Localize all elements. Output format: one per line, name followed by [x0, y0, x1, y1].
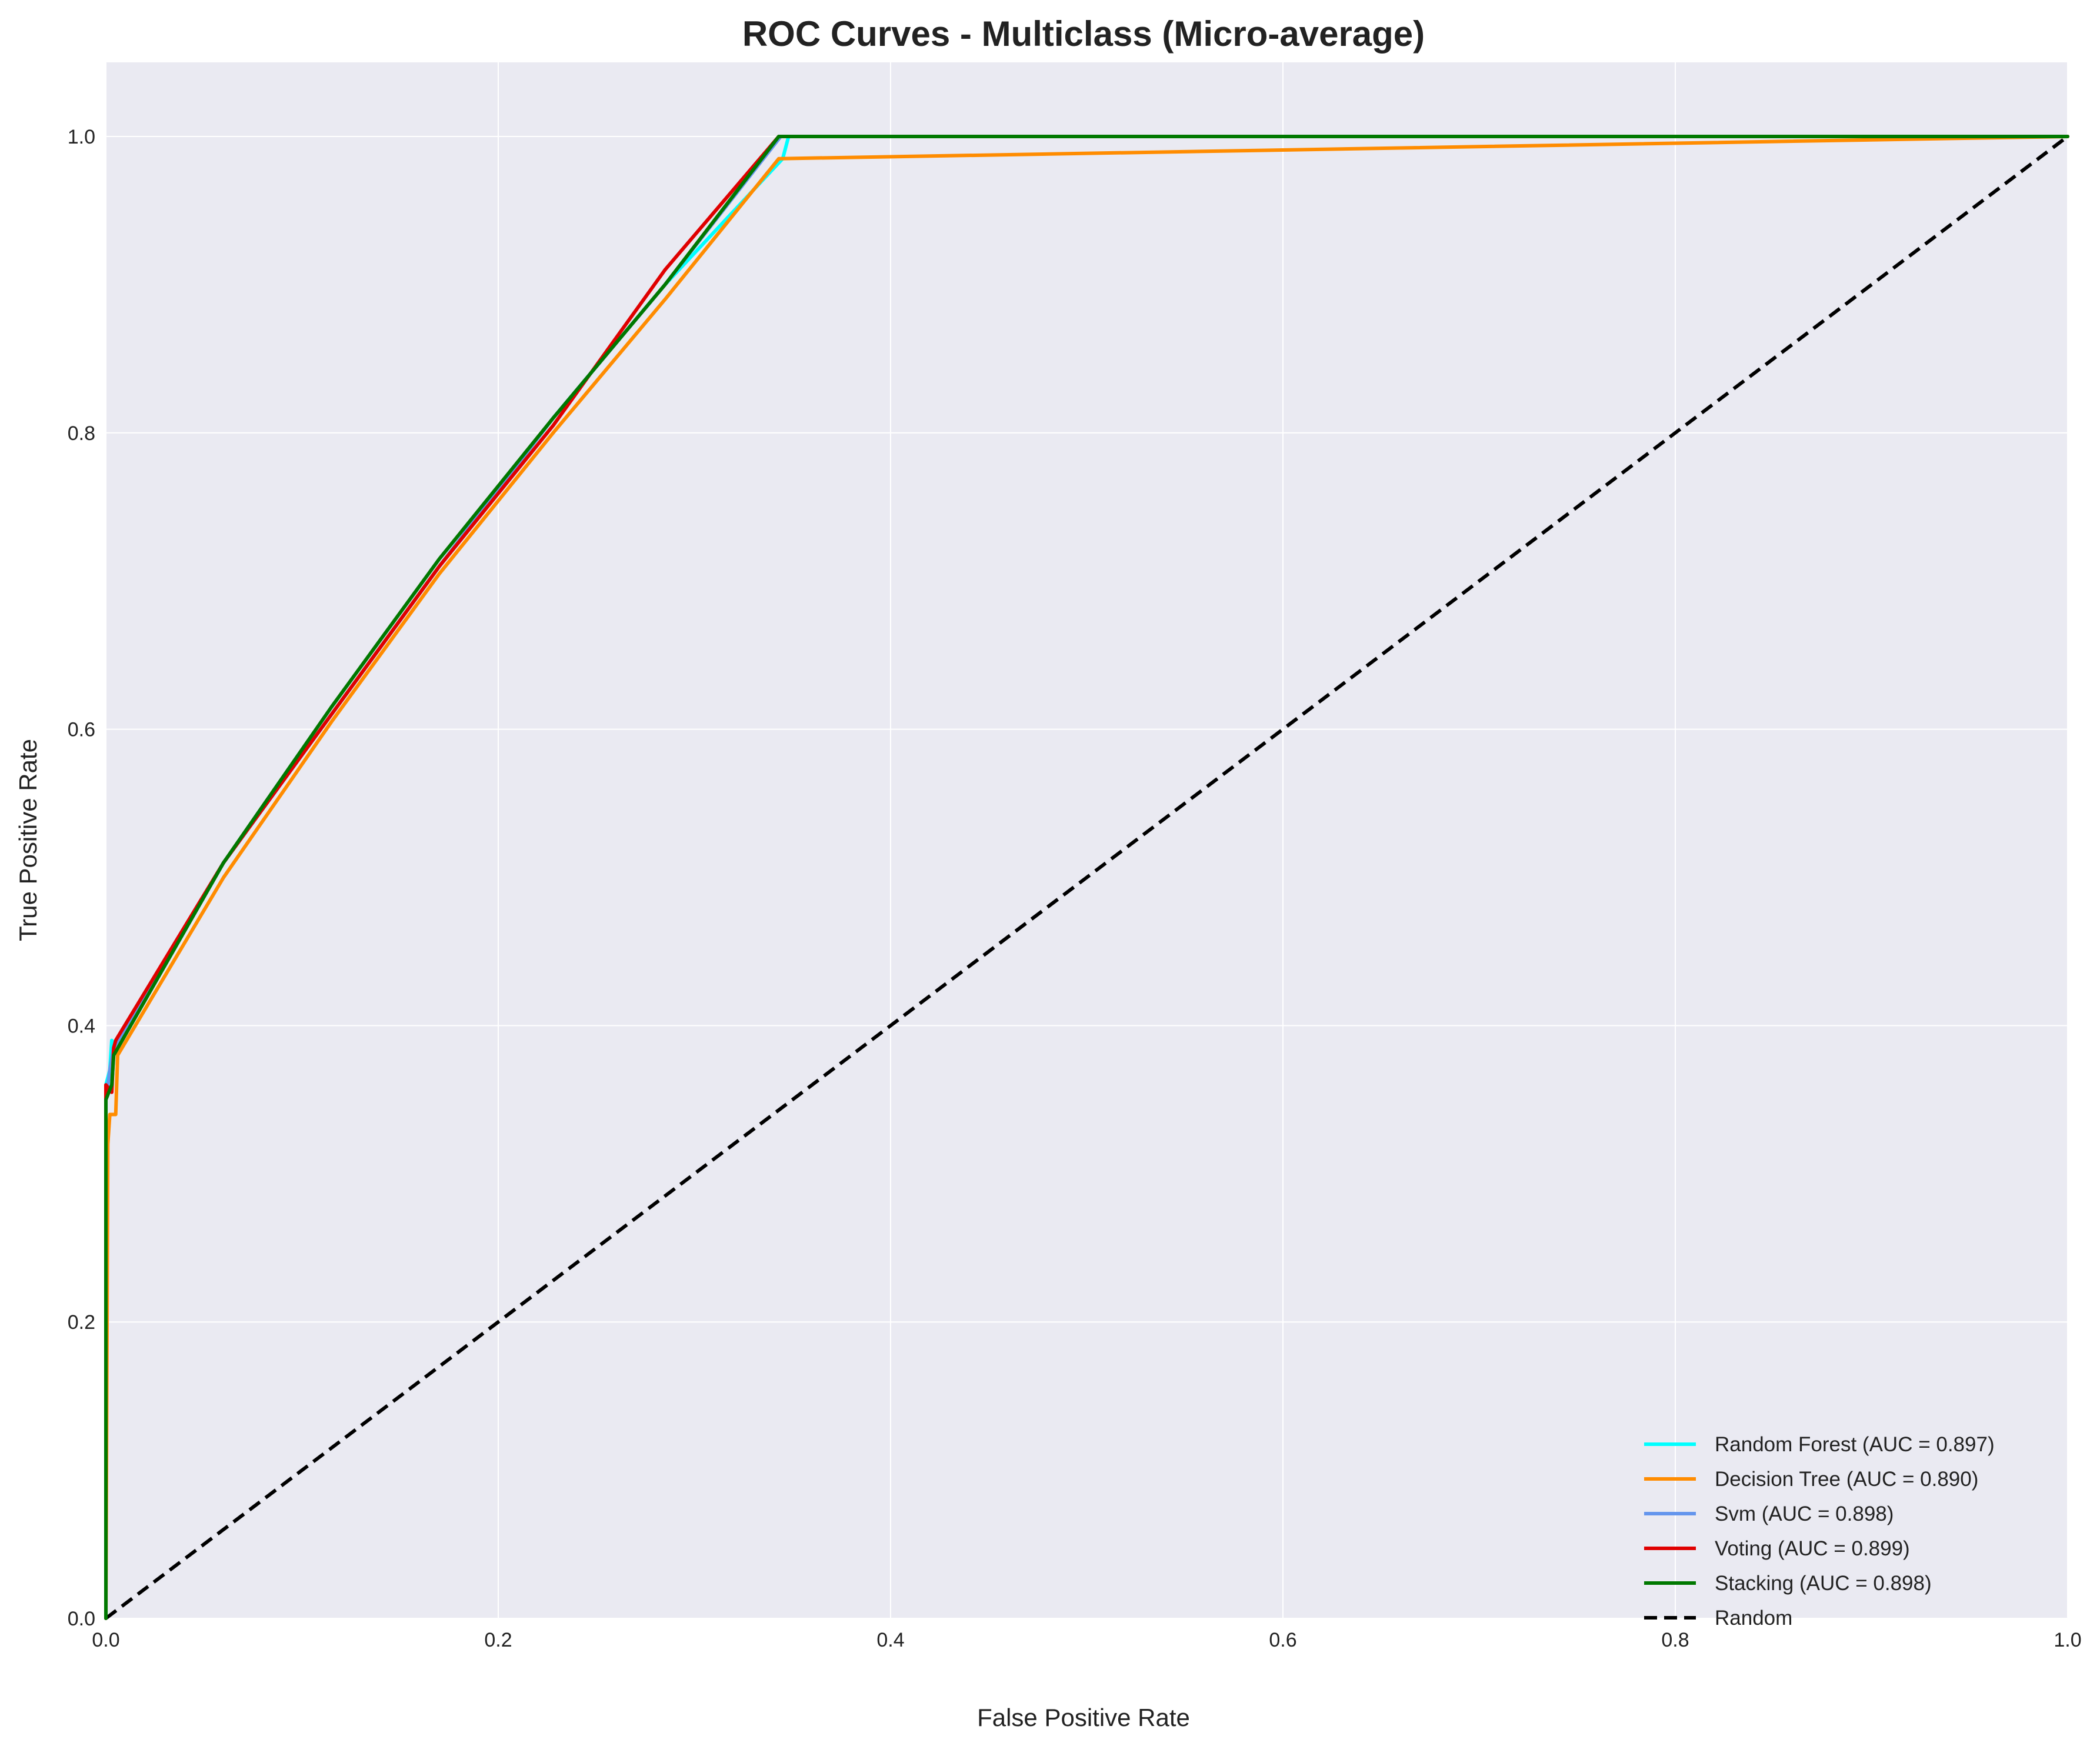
series-line-stacking [104, 135, 2069, 1620]
x-tick-label: 0.6 [1269, 1629, 1296, 1651]
series-layer [104, 135, 2069, 1620]
chart-title: ROC Curves - Multiclass (Micro-average) [742, 14, 1425, 54]
y-axis-label: True Positive Rate [14, 739, 42, 941]
legend-entry-label: Decision Tree (AUC = 0.890) [1715, 1468, 1978, 1491]
x-tick-label: 1.0 [2054, 1629, 2081, 1651]
grid-lines [105, 62, 2068, 1619]
y-tick-label: 1.0 [68, 126, 95, 148]
y-tick-label: 0.8 [68, 422, 95, 445]
legend-entry-label: Voting (AUC = 0.899) [1715, 1537, 1910, 1560]
legend-entry-label: Random [1715, 1607, 1792, 1630]
axis-ticks: 0.0 0.2 0.4 0.6 0.8 1.0 0.0 0.2 0.4 0.6 0.8 1.0 [68, 126, 2082, 1651]
y-tick-label: 0.4 [68, 1015, 95, 1037]
legend-entry-label: Random Forest (AUC = 0.897) [1715, 1433, 1995, 1456]
y-tick-label: 0.6 [68, 719, 95, 741]
series-line-random [105, 135, 2069, 1620]
x-tick-label: 0.0 [92, 1629, 119, 1651]
plot-area [106, 62, 2068, 1618]
legend-entry-label: Stacking (AUC = 0.898) [1715, 1572, 1932, 1595]
y-tick-label: 0.0 [68, 1608, 95, 1630]
legend: Random Forest (AUC = 0.897) Decision Tree… [1644, 1433, 1995, 1630]
x-tick-label: 0.2 [484, 1629, 512, 1651]
x-axis-label: False Positive Rate [977, 1704, 1190, 1731]
y-tick-label: 0.2 [68, 1311, 95, 1334]
x-tick-label: 0.4 [876, 1629, 904, 1651]
legend-entry-label: Svm (AUC = 0.898) [1715, 1502, 1894, 1525]
series-line-decision-tree [104, 135, 2069, 1620]
x-tick-label: 0.8 [1661, 1629, 1689, 1651]
